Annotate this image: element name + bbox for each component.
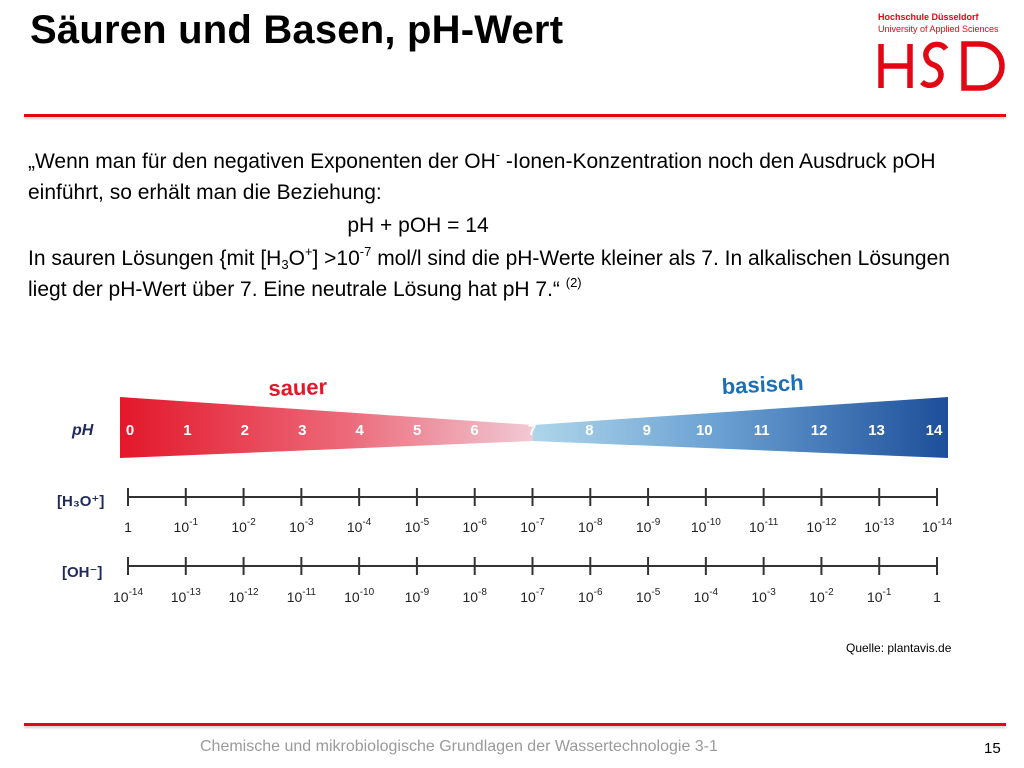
- oh-value-label: 10-5: [636, 587, 661, 605]
- ph-value-label: 13: [868, 422, 885, 439]
- base-label: basisch: [721, 370, 804, 399]
- h3o-value-label: 10-14: [922, 517, 952, 535]
- ph-value-label: 12: [811, 422, 828, 439]
- ph-value-label: 0: [126, 422, 134, 439]
- oh-value-label: 1: [933, 589, 941, 605]
- h3o-value-label: 1: [124, 519, 132, 535]
- h3o-value-labels: 1 10-1 10-2 10-3 10-4 10-5 10-6 10-7 10-8 10-9 10-…: [124, 517, 952, 535]
- footer-course-title: Chemische und mikrobiologische Grundlage…: [200, 738, 718, 755]
- hsd-logo: Hochschule Düsseldorf University of Appl…: [876, 12, 1011, 94]
- source-credit: Quelle: plantavis.de: [846, 641, 952, 655]
- h3o-value-label: 10-2: [231, 517, 256, 535]
- ph-value-label: 7: [528, 422, 536, 439]
- page-title: Säuren und Basen, pH-Wert: [30, 8, 564, 52]
- ph-value-label: 8: [585, 422, 593, 439]
- oh-value-label: 10-2: [809, 587, 834, 605]
- reference-marker: (2): [565, 275, 582, 290]
- oh-value-label: 10-10: [344, 587, 374, 605]
- oh-value-label: 10-3: [751, 587, 776, 605]
- ph-scale-figure: sauer basisch pH 0 1 2 3 4 5 6 7 8 9 10 11 12 13 14 [H…: [57, 370, 952, 605]
- ph-value-label: 11: [754, 422, 770, 439]
- oh-row-label: [OH⁻]: [62, 564, 102, 581]
- h3o-value-label: 10-7: [520, 517, 545, 535]
- ph-row-label: pH: [71, 422, 94, 439]
- quote-paragraph-2: In sauren Lösungen {mit [H3O+] >10-7 mol…: [28, 244, 950, 301]
- oh-value-label: 10-12: [229, 587, 259, 605]
- oh-ticks: [127, 557, 938, 575]
- ph-value-label: 2: [241, 422, 249, 439]
- oh-value-label: 10-9: [405, 587, 430, 605]
- oh-value-labels: 10-14 10-13 10-12 10-11 10-10 10-9 10-8 10-7 10-…: [113, 587, 941, 605]
- oh-value-label: 10-1: [867, 587, 892, 605]
- quote-paragraph-1: „Wenn man für den negativen Exponenten d…: [28, 147, 936, 204]
- oh-value-label: 10-14: [113, 587, 143, 605]
- ph-value-label: 6: [470, 422, 478, 439]
- h3o-row-label: [H₃O⁺]: [57, 493, 104, 510]
- acid-wedge: [120, 397, 533, 458]
- oh-value-label: 10-4: [694, 587, 719, 605]
- h3o-value-label: 10-4: [347, 517, 372, 535]
- ph-value-label: 9: [643, 422, 651, 439]
- ph-value-label: 3: [298, 422, 306, 439]
- equation: pH + pOH = 14: [347, 214, 489, 237]
- h3o-value-label: 10-5: [405, 517, 430, 535]
- h3o-ticks: [127, 488, 938, 506]
- oh-value-label: 10-6: [578, 587, 603, 605]
- oh-value-label: 10-11: [287, 587, 317, 605]
- header-divider: [24, 114, 1006, 117]
- h3o-value-label: 10-10: [691, 517, 721, 535]
- ph-value-label: 1: [183, 422, 191, 439]
- ph-value-label: 5: [413, 422, 421, 439]
- ph-value-labels: 0 1 2 3 4 5 6 7 8 9 10 11 12 13 14: [126, 422, 943, 439]
- h3o-value-label: 10-1: [174, 517, 199, 535]
- h3o-value-label: 10-3: [289, 517, 314, 535]
- h3o-value-label: 10-12: [806, 517, 836, 535]
- h3o-value-label: 10-11: [749, 517, 779, 535]
- ph-value-label: 10: [696, 422, 713, 439]
- h3o-value-label: 10-8: [578, 517, 603, 535]
- h3o-value-label: 10-13: [864, 517, 894, 535]
- ph-value-label: 14: [926, 422, 943, 439]
- logo-line-1: Hochschule Düsseldorf: [878, 12, 979, 22]
- logo-line-2: University of Applied Sciences: [878, 24, 999, 34]
- oh-value-label: 10-8: [462, 587, 487, 605]
- ph-value-label: 4: [356, 422, 365, 439]
- footer-divider: [24, 723, 1006, 726]
- h3o-value-label: 10-9: [636, 517, 661, 535]
- body-text: „Wenn man für den negativen Exponenten d…: [28, 146, 988, 305]
- oh-value-label: 10-13: [171, 587, 201, 605]
- h3o-value-label: 10-6: [462, 517, 487, 535]
- acid-label: sauer: [268, 374, 328, 401]
- hsd-logo-mark-icon: [878, 41, 1005, 91]
- page-number: 15: [984, 740, 1001, 757]
- base-wedge: [533, 397, 948, 458]
- oh-value-label: 10-7: [520, 587, 545, 605]
